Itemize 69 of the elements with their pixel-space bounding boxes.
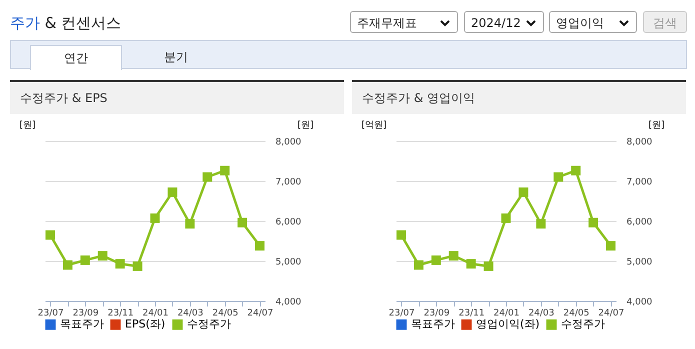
x-tick-label: 23/11 — [458, 308, 485, 318]
legend-label: 목표주가 — [60, 318, 104, 331]
x-tick-label: 24/05 — [563, 308, 590, 318]
y2-tick-label: 6,000 — [626, 218, 653, 228]
chart-title: 수정주가 & 영업이익 — [352, 80, 686, 114]
point — [448, 251, 458, 261]
x-tick-label: 23/07 — [38, 308, 64, 318]
y2-tick-label: 4,000 — [276, 298, 302, 308]
y-axis-title: [억원] — [361, 120, 386, 130]
point — [168, 187, 178, 197]
y2-tick-label: 6,000 — [276, 218, 302, 228]
point — [62, 260, 72, 270]
point — [150, 213, 160, 223]
point — [132, 261, 142, 271]
text: 주가 & 컨센서스 — [10, 14, 122, 32]
x-tick-label: 24/01 — [142, 308, 168, 318]
point — [484, 261, 494, 271]
legend-label: 수정주가 — [561, 318, 605, 331]
text: 영업이익 — [556, 16, 604, 30]
point — [238, 218, 248, 228]
point — [466, 259, 476, 269]
x-tick-label: 23/11 — [108, 308, 134, 318]
point — [80, 255, 90, 265]
chart-title: 수정주가 & EPS — [10, 80, 344, 114]
x-tick-label: 23/07 — [388, 308, 415, 318]
y2-tick-label: 8,000 — [626, 138, 653, 148]
point — [571, 166, 581, 176]
text: 연간 — [30, 45, 122, 70]
x-tick-label: 24/03 — [528, 308, 554, 318]
y2-tick-label: 4,000 — [626, 298, 653, 308]
point — [536, 219, 546, 229]
x-tick-label: 24/07 — [598, 308, 624, 318]
point — [396, 230, 406, 240]
x-tick-label: 24/01 — [494, 308, 520, 318]
point — [185, 219, 195, 229]
text: 2024/12 — [471, 16, 521, 30]
point — [45, 230, 55, 240]
point — [202, 172, 212, 182]
point — [606, 241, 616, 251]
y2-axis-title: [원] — [297, 120, 314, 130]
y-axis-title: [원] — [19, 120, 36, 130]
text: 검색 — [643, 11, 687, 33]
y2-tick-label: 5,000 — [626, 258, 653, 268]
y2-tick-label: 5,000 — [276, 258, 302, 268]
legend-label: 영업이익(좌) — [476, 318, 540, 331]
y2-axis-title: [원] — [648, 120, 664, 130]
x-tick-label: 24/03 — [177, 308, 204, 318]
legend-label: 목표주가 — [411, 318, 455, 331]
point — [518, 187, 528, 197]
point — [255, 241, 265, 251]
legend-label: 수정주가 — [187, 318, 231, 331]
point — [115, 259, 125, 269]
point — [98, 251, 108, 261]
y2-tick-label: 8,000 — [276, 138, 302, 148]
point — [414, 260, 424, 270]
point — [431, 255, 441, 265]
y2-tick-label: 7,000 — [276, 178, 302, 188]
point — [501, 213, 511, 223]
x-tick-label: 23/09 — [424, 308, 450, 318]
point — [220, 166, 230, 176]
legend-label: EPS(좌) — [125, 318, 166, 331]
text: 주재무제표 — [357, 16, 417, 30]
y2-tick-label: 7,000 — [626, 178, 653, 188]
x-tick-label: 24/05 — [212, 308, 238, 318]
point — [588, 218, 598, 228]
x-tick-label: 23/09 — [72, 308, 99, 318]
x-tick-label: 24/07 — [247, 308, 274, 318]
point — [554, 172, 564, 182]
text: 분기 — [163, 49, 189, 66]
